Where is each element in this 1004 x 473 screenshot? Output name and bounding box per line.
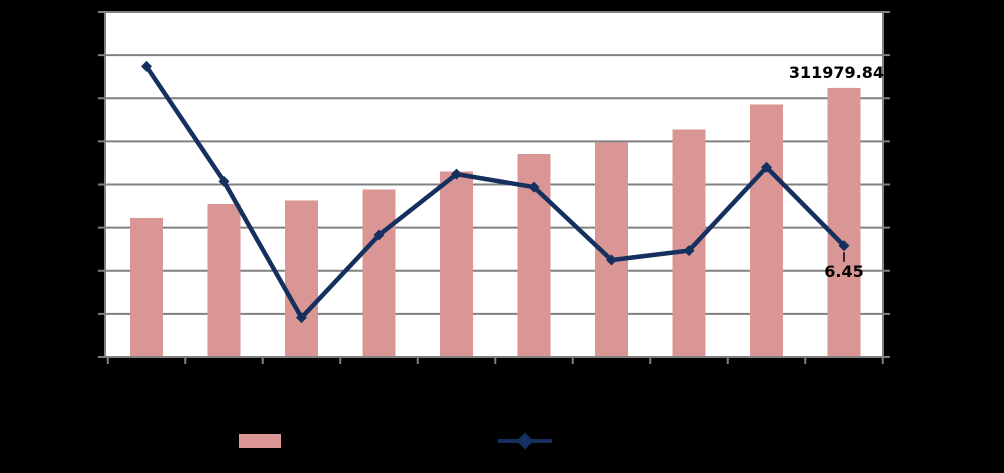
diamond-marker-icon <box>838 240 850 252</box>
legend-bar-swatch-icon <box>239 434 281 448</box>
bar <box>672 129 706 357</box>
diamond-marker-icon <box>451 168 462 180</box>
bar <box>207 203 241 357</box>
bar <box>827 87 861 357</box>
bar <box>362 189 396 357</box>
diamond-marker-icon <box>761 161 772 173</box>
bar <box>130 217 163 357</box>
line-data-label: 6.45 <box>824 262 864 281</box>
diamond-marker-icon <box>683 245 695 257</box>
bar <box>285 200 318 357</box>
diamond-marker-icon <box>218 175 230 187</box>
diamond-marker-icon <box>296 312 307 324</box>
diamond-marker-icon <box>528 181 540 193</box>
line-markers <box>141 60 850 324</box>
bar <box>440 171 473 357</box>
diamond-marker-icon <box>606 254 617 266</box>
legend-line-marker-icon <box>498 432 552 450</box>
diamond-marker-icon <box>141 60 152 72</box>
bar-series <box>130 87 861 358</box>
line-series <box>144 64 847 320</box>
bar-data-label: 311979.84 <box>788 63 884 82</box>
legend-diamond-icon <box>516 432 534 450</box>
diamond-marker-icon <box>373 229 385 241</box>
axis-ticks <box>98 11 890 364</box>
legend <box>0 425 1004 455</box>
plot-border <box>104 11 884 358</box>
bar <box>750 104 783 358</box>
